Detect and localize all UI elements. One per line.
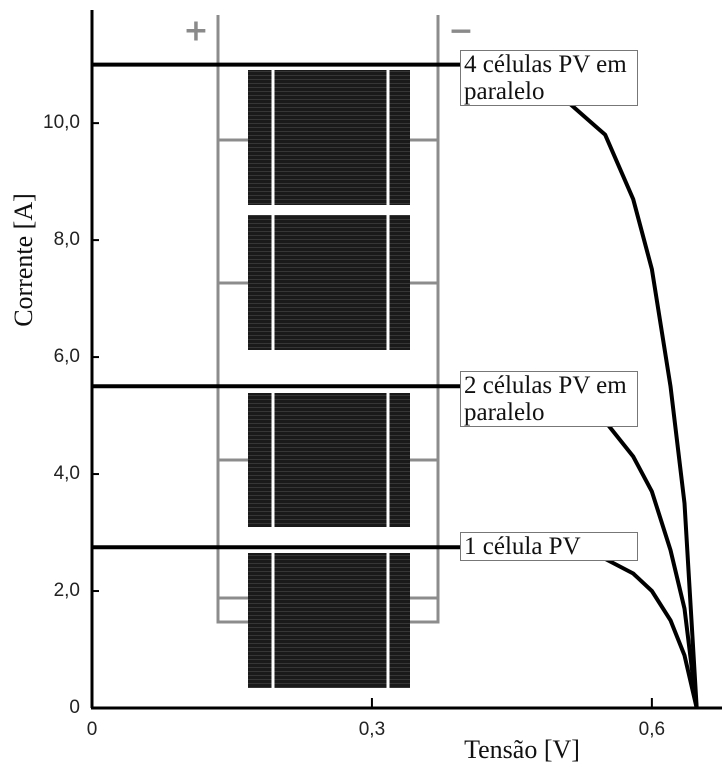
y-tick-label: 2,0 bbox=[54, 580, 80, 601]
minus-sign: − bbox=[448, 14, 473, 49]
series-label: 2 células PV em paralelo bbox=[460, 371, 638, 428]
x-tick-label: 0 bbox=[87, 719, 98, 740]
series-label: 1 célula PV bbox=[460, 532, 638, 562]
x-axis-title: Tensão [V] bbox=[464, 735, 580, 764]
series-label: 4 células PV em paralelo bbox=[460, 49, 638, 106]
y-tick-label: 8,0 bbox=[54, 229, 80, 250]
illustration: + − bbox=[183, 14, 474, 688]
y-tick-label: 10,0 bbox=[43, 112, 80, 133]
y-tick-label: 0 bbox=[69, 697, 80, 718]
y-tick-label: 6,0 bbox=[54, 346, 80, 367]
y-axis-title: Corrente [A] bbox=[9, 193, 38, 327]
x-tick-label: 0,6 bbox=[639, 719, 665, 740]
plus-sign: + bbox=[183, 14, 208, 49]
y-tick-label: 4,0 bbox=[54, 463, 80, 484]
x-tick-label: 0,3 bbox=[359, 719, 385, 740]
